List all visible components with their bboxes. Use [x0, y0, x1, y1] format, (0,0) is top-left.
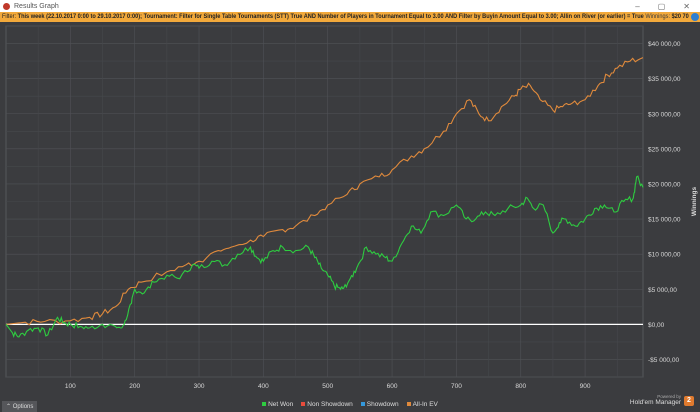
- y-tick-label: $35 000,00: [648, 76, 681, 83]
- minimize-button[interactable]: –: [635, 1, 640, 11]
- app-icon: [3, 2, 10, 10]
- x-tick-label: 600: [387, 383, 398, 390]
- legend-non-showdown[interactable]: Non Showdown: [301, 401, 353, 408]
- y-axis-label: Winnings: [691, 187, 698, 217]
- y-tick-label: $15 000,00: [648, 217, 681, 224]
- legend-all-in-ev[interactable]: All-In EV: [406, 401, 438, 408]
- series-all-in-ev: [5, 57, 644, 326]
- results-chart: $40 000,00 $35 000,00 $30 000,00 $25 000,00…: [5, 25, 698, 390]
- x-tick-label: 900: [580, 383, 591, 390]
- y-tick-label: $10 000,00: [648, 252, 681, 259]
- options-button[interactable]: ⌃ Options: [2, 401, 38, 412]
- filter-label: Filter:: [2, 13, 17, 20]
- filter-bar: Filter: This week (22.10.2017 0:00 to 29…: [0, 12, 700, 22]
- x-tick-label: 200: [129, 383, 140, 390]
- series-net-won: [5, 175, 644, 339]
- y-tick-label: $20 000,00: [648, 181, 681, 188]
- title-bar: Results Graph – ▢ ✕: [0, 0, 700, 12]
- x-tick-label: 100: [65, 383, 76, 390]
- filter-text: This week (22.10.2017 0:00 to 29.10.2017…: [17, 13, 644, 20]
- y-tick-label: -$5 000,00: [648, 357, 679, 364]
- y-tick-label: $40 000,00: [648, 41, 681, 48]
- hm2-logo: 2: [684, 396, 694, 406]
- legend-showdown[interactable]: Showdown: [360, 401, 399, 408]
- maximize-button[interactable]: ▢: [657, 1, 666, 11]
- x-tick-label: 700: [451, 383, 462, 390]
- winnings-label: Winnings:: [645, 13, 671, 20]
- winnings-value: $20 70: [671, 13, 689, 20]
- filter-line: Filter: This week (22.10.2017 0:00 to 29…: [2, 12, 689, 22]
- brand: Powered by Hold'em Manager 2: [630, 394, 694, 406]
- x-tick-label: 400: [258, 383, 269, 390]
- chevron-up-icon: ⌃: [6, 404, 13, 410]
- y-tick-label: $5 000,00: [648, 287, 677, 294]
- x-tick-label: 800: [515, 383, 526, 390]
- y-tick-label: $30 000,00: [648, 111, 681, 118]
- legend-net-won[interactable]: Net Won: [262, 401, 293, 408]
- close-button[interactable]: ✕: [683, 1, 690, 11]
- info-icon[interactable]: [691, 13, 699, 21]
- window-title: Results Graph: [14, 2, 59, 10]
- y-tick-label: $0,00: [648, 322, 665, 329]
- x-tick-label: 300: [194, 383, 205, 390]
- legend: Net Won Non Showdown Showdown All-In EV: [0, 401, 700, 408]
- y-tick-label: $25 000,00: [648, 146, 681, 153]
- x-tick-label: 500: [322, 383, 333, 390]
